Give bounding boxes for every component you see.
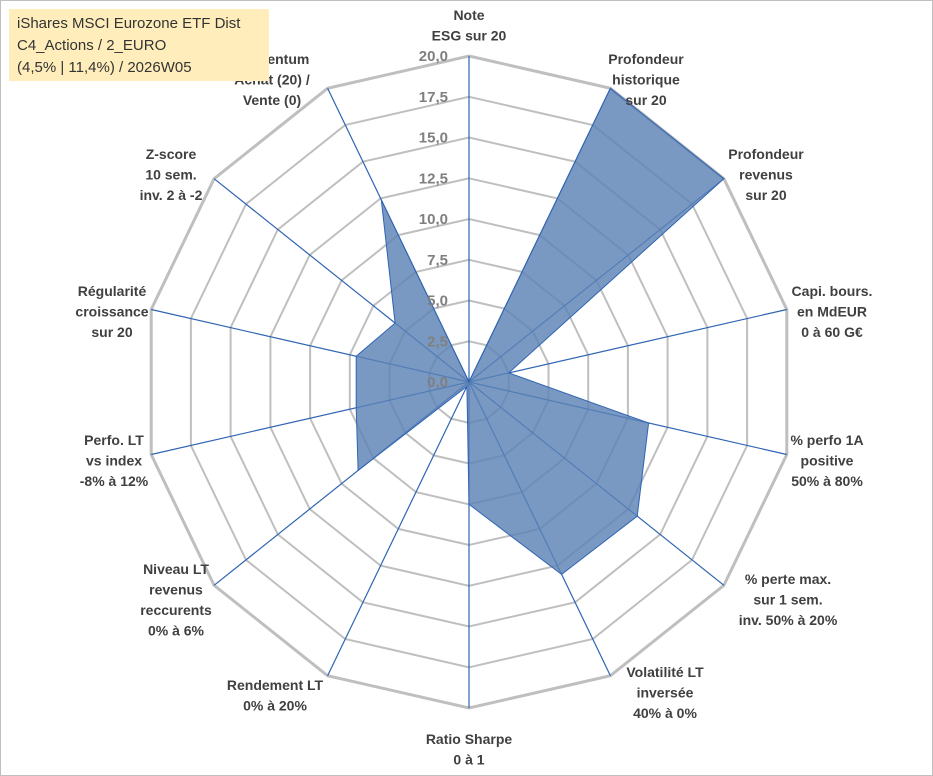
axis-label-line: ESG sur 20 [432, 28, 507, 44]
title-line-1: iShares MSCI Eurozone ETF Dist [17, 15, 241, 32]
axis-label: Régularité croissance sur 20 [75, 283, 148, 340]
axis-spoke [468, 308, 787, 383]
axis-label: Capi. bours. en MdEUR 0 à 60 G€ [792, 283, 873, 340]
radar-axis-labels: Note ESG sur 20 Profondeur historique sur 20… [75, 7, 872, 768]
axis-label-line: sur 20 [625, 92, 666, 108]
tick-label: 15,0 [419, 130, 448, 147]
axis-label-line: inv. 2 à -2 [140, 187, 203, 203]
axis-label: Volatilité LT inversée 40% à 0% [626, 664, 704, 721]
axis-label-line: 0 à 60 G€ [801, 324, 863, 340]
title-line-3: (4,5% | 11,4%) / 2026W05 [17, 59, 192, 76]
axis-label-line: revenus [739, 167, 793, 183]
axis-label-line: % perte max. [745, 571, 831, 587]
axis-label: Note ESG sur 20 [432, 7, 507, 44]
tick-label: 5,0 [427, 293, 448, 310]
axis-label-line: en MdEUR [797, 304, 867, 320]
axis-label-line: positive [801, 453, 854, 469]
axis-label-line: -8% à 12% [80, 473, 149, 489]
axis-label: Niveau LT revenus reccurents 0% à 6% [140, 561, 212, 639]
axis-label: Z-score 10 sem. inv. 2 à -2 [140, 146, 203, 203]
axis-label: % perfo 1A positive 50% à 80% [790, 432, 863, 489]
axis-label-line: 0% à 6% [148, 623, 205, 639]
tick-label: 2,5 [427, 333, 448, 350]
axis-label-line: Z-score [146, 146, 197, 162]
radar-tick-labels: 0,0 2,5 5,0 7,5 10,0 12,5 15,0 17,5 20,0 [419, 48, 448, 391]
axis-label-line: sur 1 sem. [753, 592, 822, 608]
tick-label: 12,5 [419, 170, 448, 187]
axis-label-line: inversée [637, 685, 694, 701]
axis-label-line: inv. 50% à 20% [739, 612, 838, 628]
radar-series [355, 87, 725, 576]
axis-label-line: croissance [75, 304, 148, 320]
axis-label: Perfo. LT vs index -8% à 12% [80, 432, 149, 489]
axis-label: Ratio Sharpe 0 à 1 [426, 731, 513, 768]
tick-label: 7,5 [427, 252, 448, 269]
axis-label-line: Régularité [78, 283, 147, 299]
axis-label-line: 50% à 80% [791, 473, 863, 489]
axis-label-line: Note [453, 7, 484, 23]
tick-label: 10,0 [419, 211, 448, 228]
axis-label-line: Ratio Sharpe [426, 731, 513, 747]
tick-label: 20,0 [419, 48, 448, 65]
axis-label-line: sur 20 [91, 324, 132, 340]
axis-label: Profondeur historique sur 20 [608, 51, 684, 108]
axis-label-line: Rendement LT [227, 677, 324, 693]
axis-spoke [327, 381, 470, 676]
axis-label: Profondeur revenus sur 20 [728, 146, 804, 203]
axis-label-line: reccurents [140, 602, 212, 618]
axis-label-line: revenus [149, 582, 203, 598]
axis-label-line: Capi. bours. [792, 283, 873, 299]
axis-label: % perte max. sur 1 sem. inv. 50% à 20% [739, 571, 838, 628]
axis-label-line: 10 sem. [145, 167, 196, 183]
axis-label-line: % perfo 1A [790, 432, 863, 448]
axis-label-line: Profondeur [728, 146, 804, 162]
tick-label: 0,0 [427, 374, 448, 391]
title-line-2: C4_Actions / 2_EURO [17, 37, 167, 54]
axis-label-line: 40% à 0% [633, 705, 697, 721]
axis-label-line: 0% à 20% [243, 698, 307, 714]
axis-label-line: 0 à 1 [453, 752, 484, 768]
axis-label-line: Perfo. LT [84, 432, 144, 448]
axis-label-line: Vente (0) [243, 92, 301, 108]
axis-label-line: Profondeur [608, 51, 684, 67]
axis-label-line: Niveau LT [143, 561, 209, 577]
tick-label: 17,5 [419, 89, 448, 106]
axis-label-line: sur 20 [745, 187, 786, 203]
title-box: iShares MSCI Eurozone ETF Dist C4_Action… [9, 9, 269, 81]
axis-label-line: vs index [86, 453, 142, 469]
axis-label: Rendement LT 0% à 20% [227, 677, 324, 714]
axis-label-line: historique [612, 72, 680, 88]
axis-label-line: Volatilité LT [626, 664, 704, 680]
